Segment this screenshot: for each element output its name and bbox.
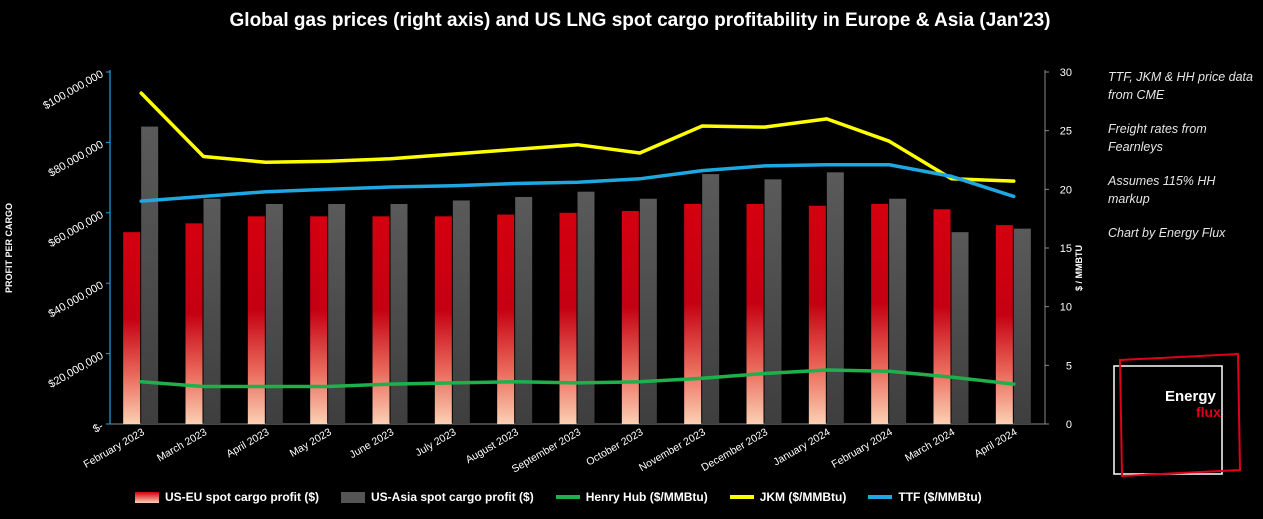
bar-us-eu-4	[372, 216, 390, 424]
logo-text-energy: Energy	[1165, 388, 1216, 405]
y2-tick-label-1: 5	[1066, 360, 1072, 372]
bar-us-asia-14	[1013, 228, 1031, 424]
chart-ticks: $- $20,000,000 $40,000,000 $60,000,000 $80,0…	[4, 67, 1084, 475]
y2-tick-label-2: 10	[1060, 302, 1072, 314]
y-tick-label-5: $100,000,000	[41, 68, 105, 112]
y-tick-label-1: $20,000,000	[47, 350, 106, 391]
bar-us-eu-13	[933, 209, 951, 424]
bar-us-eu-2	[247, 216, 265, 424]
bar-us-eu-0	[123, 232, 141, 424]
x-tick-label-13: March 2024	[903, 426, 957, 464]
x-tick-label-14: April 2024	[972, 426, 1019, 460]
bar-us-asia-2	[265, 204, 283, 424]
bar-us-eu-1	[185, 223, 203, 424]
legend-swatch-0	[135, 491, 159, 503]
bar-us-asia-1	[203, 198, 221, 424]
legend-label-0: US-EU spot cargo profit ($)	[165, 490, 320, 504]
legend-swatch-4	[868, 495, 893, 499]
bar-us-eu-8	[621, 211, 639, 424]
chart-title: Global gas prices (right axis) and US LN…	[229, 10, 1051, 31]
x-tick-label-6: August 2023	[464, 426, 521, 466]
bar-us-asia-7	[577, 191, 595, 424]
x-tick-label-8: October 2023	[584, 426, 645, 468]
bar-us-asia-4	[390, 204, 408, 424]
legend-label-4: TTF ($/MMBtu)	[898, 490, 982, 504]
legend-label-2: Henry Hub ($/MMBtu)	[585, 490, 708, 504]
note-source-freight: Freight rates from Fearnleys	[1108, 122, 1207, 154]
bar-us-eu-10	[746, 204, 764, 424]
y2-tick-label-5: 25	[1060, 126, 1072, 138]
bar-us-eu-14	[995, 225, 1013, 424]
x-tick-label-1: March 2023	[155, 426, 209, 464]
y2-axis-title: $ / MMBTU	[1074, 245, 1084, 291]
henry-hub-line	[139, 368, 1016, 389]
x-tick-label-9: November 2023	[637, 426, 708, 474]
x-tick-label-3: May 2023	[288, 426, 334, 460]
x-tick-label-2: April 2023	[224, 426, 271, 460]
y-tick-label-4: $80,000,000	[47, 139, 106, 180]
chart-lines	[139, 91, 1016, 389]
legend-item-4: TTF ($/MMBtu)	[868, 490, 982, 504]
bar-us-eu-5	[434, 216, 452, 424]
bar-us-eu-9	[684, 204, 702, 424]
energy-flux-logo	[1113, 352, 1242, 478]
x-tick-label-7: September 2023	[510, 426, 583, 475]
note-source-prices: TTF, JKM & HH price data from CME	[1108, 70, 1253, 102]
jkm-line	[139, 91, 1016, 183]
bar-us-asia-8	[639, 198, 657, 424]
legend-item-2: Henry Hub ($/MMBtu)	[555, 490, 708, 504]
y2-tick-label-0: 0	[1066, 419, 1072, 431]
bar-us-asia-11	[826, 172, 844, 424]
bar-us-asia-13	[951, 232, 969, 424]
x-tick-label-12: February 2024	[830, 426, 895, 471]
bar-us-asia-10	[764, 179, 782, 424]
legend-swatch-3	[729, 495, 754, 499]
x-tick-label-4: June 2023	[348, 426, 397, 461]
note-credit: Chart by Energy Flux	[1108, 226, 1226, 240]
bar-us-asia-6	[515, 196, 533, 424]
chart-bars	[123, 126, 1031, 424]
bar-us-eu-3	[310, 216, 328, 424]
source-notes: TTF, JKM & HH price data from CME Freigh…	[1108, 68, 1258, 258]
note-assumption: Assumes 115% HH markup	[1108, 174, 1216, 206]
bar-us-asia-12	[889, 198, 907, 424]
legend-swatch-2	[555, 495, 580, 499]
y2-tick-label-6: 30	[1060, 67, 1072, 79]
bar-us-asia-0	[141, 126, 159, 424]
y-tick-label-0: $-	[91, 420, 106, 435]
y2-tick-label-4: 20	[1060, 184, 1072, 196]
logo-text-flux: flux	[1196, 404, 1221, 420]
x-tick-label-10: December 2023	[699, 426, 770, 474]
ttf-line	[139, 162, 1016, 203]
y-tick-label-2: $40,000,000	[47, 279, 106, 320]
bar-us-eu-12	[871, 204, 889, 424]
legend-item-3: JKM ($/MMBtu)	[729, 490, 847, 504]
bar-us-eu-6	[497, 214, 515, 424]
legend-label-3: JKM ($/MMBtu)	[759, 490, 847, 504]
y2-tick-label-3: 15	[1060, 243, 1072, 255]
y-axis-title: PROFIT PER CARGO	[4, 203, 14, 293]
legend-swatch-1	[341, 491, 366, 503]
bar-us-asia-9	[702, 174, 720, 424]
bar-us-eu-7	[559, 212, 577, 424]
y-tick-label-3: $60,000,000	[47, 209, 106, 250]
chart-legend: US-EU spot cargo profit ($) US-Asia spot …	[135, 488, 1004, 506]
bar-us-asia-5	[452, 200, 470, 424]
legend-item-1: US-Asia spot cargo profit ($)	[341, 490, 534, 504]
legend-item-0: US-EU spot cargo profit ($)	[135, 490, 319, 504]
x-tick-label-11: January 2024	[771, 426, 832, 468]
x-tick-label-5: July 2023	[413, 426, 458, 459]
x-tick-label-0: February 2023	[82, 426, 147, 471]
legend-label-1: US-Asia spot cargo profit ($)	[371, 490, 534, 504]
bar-us-asia-3	[328, 204, 346, 424]
bar-us-eu-11	[808, 205, 826, 424]
